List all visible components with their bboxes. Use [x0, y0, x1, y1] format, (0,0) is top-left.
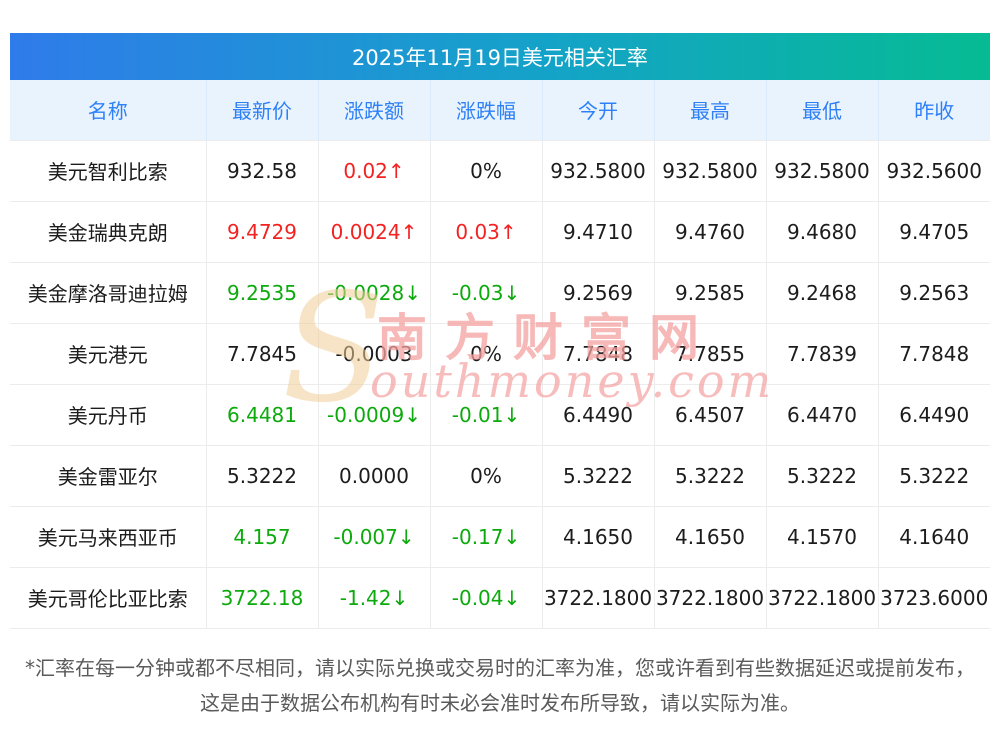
value-cell: 932.5800 [654, 139, 767, 201]
value-cell: -0.0028↓ [318, 261, 431, 323]
pair-name-cell: 美金雷亚尔 [10, 444, 207, 506]
value-cell: 6.4507 [654, 383, 767, 445]
table-title-bar: 2025年11月19日美元相关汇率 [10, 33, 990, 80]
column-header: 昨收 [878, 80, 990, 140]
value-cell: 3722.1800 [766, 566, 879, 628]
value-cell: 4.1650 [542, 505, 655, 567]
pair-name-cell: 美金瑞典克朗 [10, 200, 207, 262]
table-row: 美金摩洛哥迪拉姆 9.2535 -0.0028↓ -0.03↓ 9.2569 9.2585… [10, 261, 990, 323]
value-cell: 932.5800 [542, 139, 655, 201]
value-cell: 3722.1800 [542, 566, 655, 628]
value-cell: 6.4470 [766, 383, 879, 445]
value-cell: 7.7839 [766, 322, 879, 384]
value-cell: 0% [430, 139, 543, 201]
value-cell: 7.7848 [878, 322, 990, 384]
value-cell: 9.4760 [654, 200, 767, 262]
value-cell: 932.58 [206, 139, 319, 201]
value-cell: 7.7845 [206, 322, 319, 384]
pair-name-cell: 美元马来西亚币 [10, 505, 207, 567]
value-cell: 7.7848 [542, 322, 655, 384]
table-row: 美元马来西亚币 4.157 -0.007↓ -0.17↓ 4.1650 4.1650 4.1… [10, 505, 990, 567]
value-cell: 9.2563 [878, 261, 990, 323]
value-cell: 4.1640 [878, 505, 990, 567]
value-cell: 4.157 [206, 505, 319, 567]
disclaimer-note: *汇率在每一分钟或都不尽相同，请以实际兑换或交易时的汇率为准，您或许看到有些数据… [25, 655, 975, 715]
value-cell: 6.4490 [878, 383, 990, 445]
value-cell: 9.4710 [542, 200, 655, 262]
value-cell: 0.0000 [318, 444, 431, 506]
value-cell: 4.1650 [654, 505, 767, 567]
table-header: 名称 最新价 涨跌额 涨跌幅 今开 最高 最低 昨收 [10, 80, 990, 140]
value-cell: 0% [430, 322, 543, 384]
value-cell: 9.2535 [206, 261, 319, 323]
value-cell: 6.4490 [542, 383, 655, 445]
pair-name-cell: 美元智利比索 [10, 139, 207, 201]
value-cell: 6.4481 [206, 383, 319, 445]
column-header: 最高 [654, 80, 767, 140]
value-cell: 0% [430, 444, 543, 506]
pair-name-cell: 美元港元 [10, 322, 207, 384]
column-header: 最新价 [206, 80, 319, 140]
value-cell: -0.04↓ [430, 566, 543, 628]
value-cell: 0.0024↑ [318, 200, 431, 262]
value-cell: 5.3222 [206, 444, 319, 506]
value-cell: 3722.18 [206, 566, 319, 628]
column-header: 最低 [766, 80, 879, 140]
page-title: 2025年11月19日美元相关汇率 [352, 45, 648, 70]
table-body: 美元智利比索 932.58 0.02↑ 0% 932.5800 932.5800 932.5… [10, 139, 990, 628]
table-row: 美金雷亚尔 5.3222 0.0000 0% 5.3222 5.3222 5.3222 5.3… [10, 444, 990, 506]
value-cell: 3723.6000 [878, 566, 990, 628]
value-cell: -0.007↓ [318, 505, 431, 567]
table-row: 美元哥伦比亚比索 3722.18 -1.42↓ -0.04↓ 3722.1800 3722… [10, 566, 990, 628]
header-row: 名称 最新价 涨跌额 涨跌幅 今开 最高 最低 昨收 [10, 80, 990, 140]
table-row: 美元丹币 6.4481 -0.0009↓ -0.01↓ 6.4490 6.4507 6.44… [10, 383, 990, 445]
value-cell: 5.3222 [542, 444, 655, 506]
value-cell: 3722.1800 [654, 566, 767, 628]
value-cell: 9.2468 [766, 261, 879, 323]
value-cell: 9.2585 [654, 261, 767, 323]
column-header: 今开 [542, 80, 655, 140]
value-cell: -0.17↓ [430, 505, 543, 567]
value-cell: 5.3222 [654, 444, 767, 506]
value-cell: 9.2569 [542, 261, 655, 323]
value-cell: 9.4729 [206, 200, 319, 262]
value-cell: 4.1570 [766, 505, 879, 567]
value-cell: 0.02↑ [318, 139, 431, 201]
value-cell: -0.03↓ [430, 261, 543, 323]
value-cell: 932.5600 [878, 139, 990, 201]
column-header: 名称 [10, 80, 207, 140]
table-row: 美元智利比索 932.58 0.02↑ 0% 932.5800 932.5800 932.5… [10, 139, 990, 201]
exchange-rate-table: 名称 最新价 涨跌额 涨跌幅 今开 最高 最低 昨收 美元智利比索 932.58 0.02↑ 0% 9… [10, 80, 990, 629]
value-cell: 7.7855 [654, 322, 767, 384]
value-cell: -1.42↓ [318, 566, 431, 628]
pair-name-cell: 美金摩洛哥迪拉姆 [10, 261, 207, 323]
value-cell: 9.4705 [878, 200, 990, 262]
value-cell: -0.01↓ [430, 383, 543, 445]
pair-name-cell: 美元丹币 [10, 383, 207, 445]
value-cell: 5.3222 [766, 444, 879, 506]
value-cell: 932.5800 [766, 139, 879, 201]
value-cell: -0.0009↓ [318, 383, 431, 445]
value-cell: -0.0003 [318, 322, 431, 384]
table-row: 美金瑞典克朗 9.4729 0.0024↑ 0.03↑ 9.4710 9.4760 9.46… [10, 200, 990, 262]
column-header: 涨跌额 [318, 80, 431, 140]
value-cell: 0.03↑ [430, 200, 543, 262]
value-cell: 9.4680 [766, 200, 879, 262]
pair-name-cell: 美元哥伦比亚比索 [10, 566, 207, 628]
column-header: 涨跌幅 [430, 80, 543, 140]
value-cell: 5.3222 [878, 444, 990, 506]
table-row: 美元港元 7.7845 -0.0003 0% 7.7848 7.7855 7.7839 7.7… [10, 322, 990, 384]
